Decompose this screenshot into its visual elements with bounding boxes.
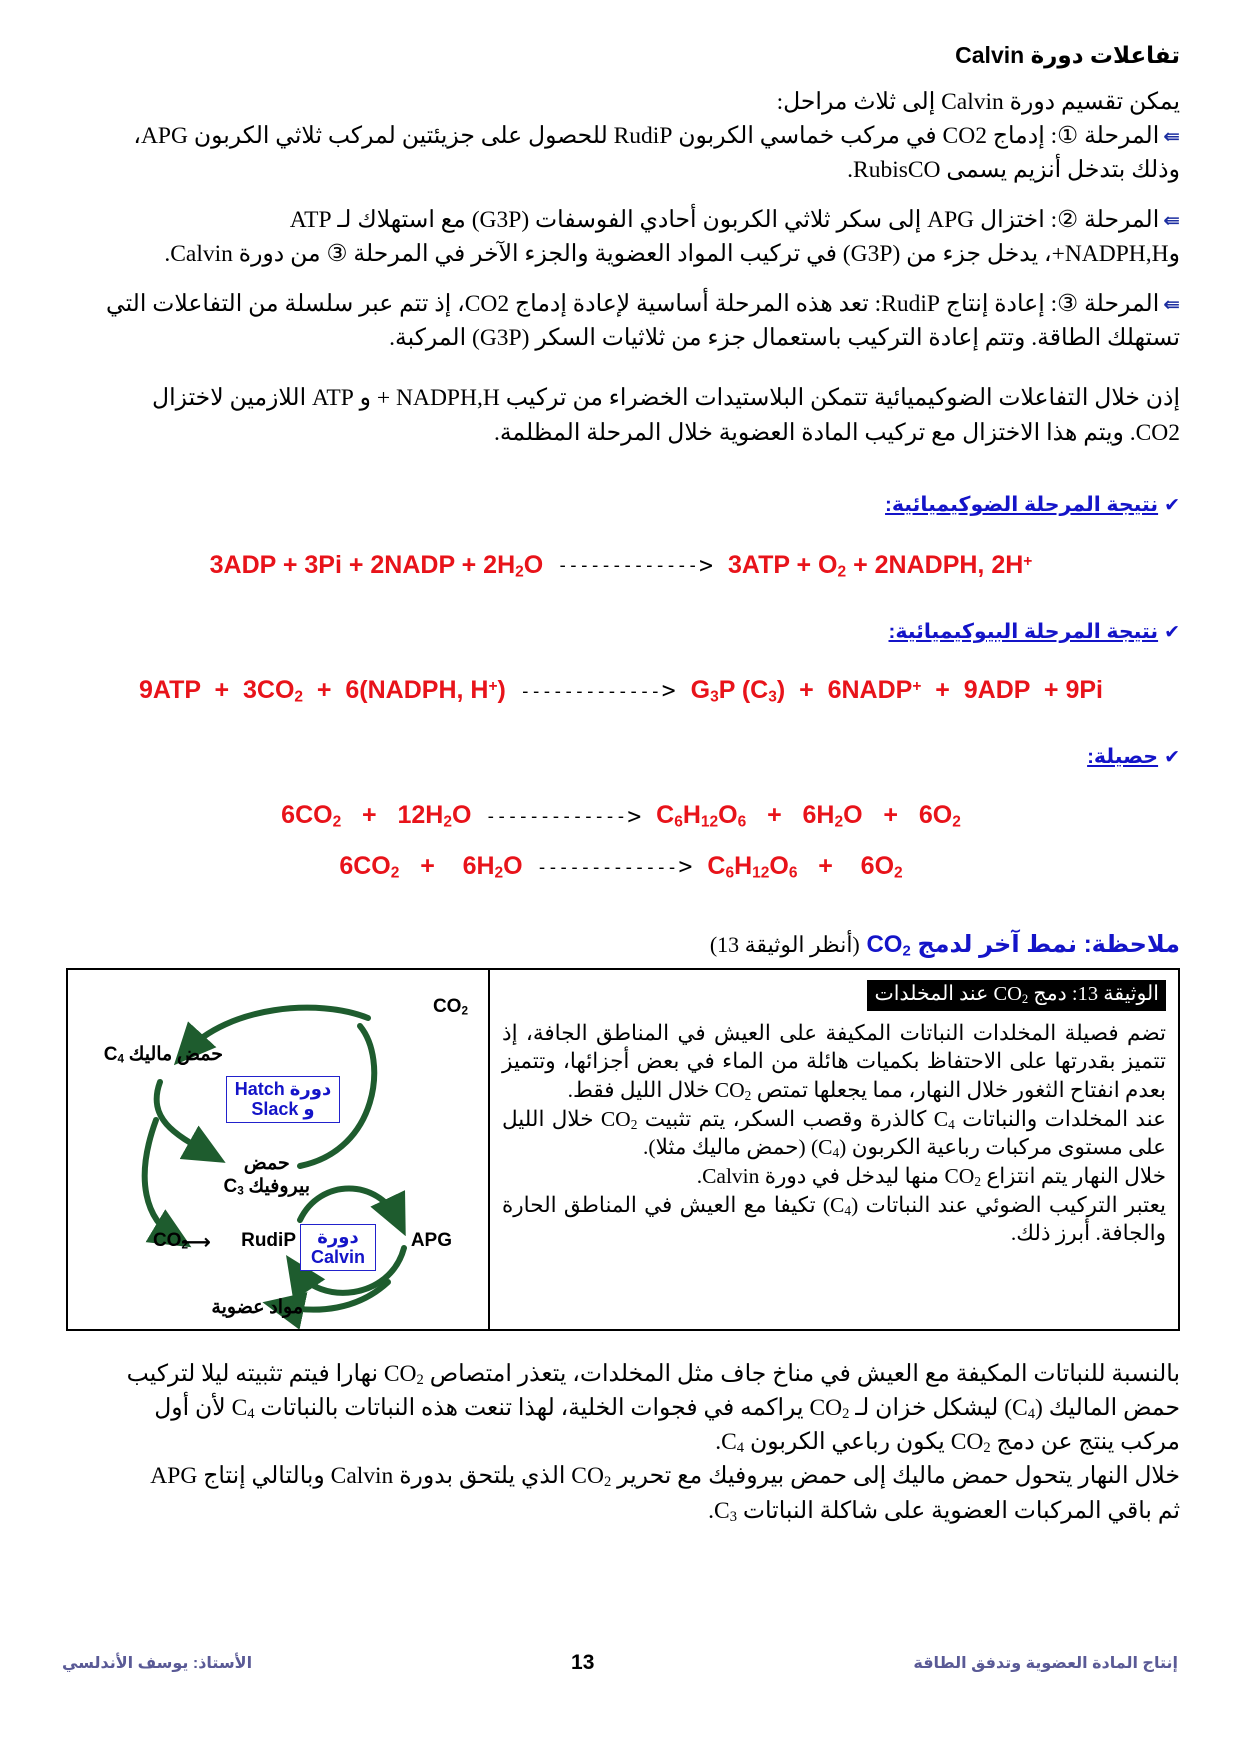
figure-caption: الوثيقة 13: دمج CO2 عند المخلدات <box>867 979 1166 1011</box>
arrow-right-icon: ⟶ <box>180 1230 211 1254</box>
arrow-rudip-to-apg <box>297 1185 406 1236</box>
reaction-arrow-icon: ------------- > <box>485 803 641 830</box>
reaction-arrow-icon: ------------- > <box>536 854 693 881</box>
biochemical-heading: ✔نتيجة المرحلة البيوكيميائية: <box>888 620 1181 644</box>
arrow-bullet-icon: ⇚ <box>1163 292 1180 317</box>
footer-subject: إنتاج المادة العضوية وتدفق الطاقة <box>913 1655 1178 1672</box>
check-icon: ✔ <box>1164 494 1180 516</box>
stage-1-line-2: وذلك بتدخل أنزيم يسمى RubisCO. <box>847 157 1180 184</box>
intro-block: يمكن تقسيم دورة Calvin إلى ثلاث مراحل: ⇚… <box>62 85 1180 187</box>
equation-biochemical: 9ATP + 3CO2 + 6(NADPH, H+) -------------… <box>62 676 1180 706</box>
stage-2-line-2: وNADPH,H+، يدخل جزء من (G3P) في تركيب ال… <box>164 241 1180 268</box>
summary-line-1: إذن خلال التفاعلات الضوكيميائية تتمكن ال… <box>152 385 1180 412</box>
bottom-p1-line-2: حمض الماليك (C4) ليشكل خزان لـ CO2 يراكم… <box>154 1394 1180 1423</box>
page-content: تفاعلات دورة Calvin يمكن تقسيم دورة Calv… <box>62 40 1180 1528</box>
bottom-p2-line-1: خلال النهار يتحول حمض ماليك إلى حمض بيرو… <box>150 1463 1180 1491</box>
figure-paragraph-3: خلال النهار يتم انتزاع CO2 منها ليدخل في… <box>696 1163 1166 1189</box>
equation-rhs: C6H12O6 + 6O2 <box>707 851 903 882</box>
diagram-label-pyruvic-acid: حمض بيروفيك C3 <box>223 1152 310 1198</box>
arrow-malic-to-pyruvic <box>153 1078 226 1163</box>
equation-rhs: C6H12O6 + 6H2O + 6O2 <box>656 801 961 831</box>
equation-lhs: 6CO2 + 12H2O <box>281 801 472 831</box>
stage-2-block: ⇚المرحلة ②: اختزال APG إلى سكر ثلاثي الك… <box>62 203 1180 271</box>
hatch-slack-calvin-diagram <box>141 1004 407 1329</box>
bottom-p1-line-3: مركب ينتج عن دمج CO2 يكون رباعي الكربون … <box>715 1429 1180 1457</box>
photochemical-heading: ✔نتيجة المرحلة الضوكيميائية: <box>885 492 1180 516</box>
figure-diagram-panel: CO2 حمض ماليك C4 دورة Hatch و Slack حمض ب… <box>68 970 488 1329</box>
summary-line-2: CO2. ويتم هذا الاختزال مع تركيب المادة ا… <box>493 419 1180 446</box>
diagram-label-rudip: RudiP <box>241 1229 296 1251</box>
equation-rhs: G3P (C3) + 6NADP+ + 9ADP + 9Pi <box>690 676 1103 706</box>
summary-block: إذن خلال التفاعلات الضوكيميائية تتمكن ال… <box>62 381 1180 449</box>
balance-section: ✔حصيلة: 6CO2 + 12H2O ------------- > C6H1… <box>62 744 1180 882</box>
bottom-text-block: بالنسبة للنباتات المكيفة مع العيش في منا… <box>62 1357 1180 1529</box>
figure-text-panel: الوثيقة 13: دمج CO2 عند المخلدات تضم فصي… <box>488 969 1178 1329</box>
diagram-label-organic-matter: مواد عضوية <box>211 1296 303 1318</box>
arrow-bullet-icon: ⇚ <box>1163 124 1180 149</box>
figure-document-13: الوثيقة 13: دمج CO2 عند المخلدات تضم فصي… <box>66 967 1180 1331</box>
footer-page-number: 13 <box>571 1651 595 1674</box>
equation-rhs: 3ATP + O2 + 2NADPH, 2H+ <box>727 550 1033 581</box>
equation-lhs: 6CO2 + 6H2O <box>339 851 523 882</box>
arrow-hatch-slack-right <box>297 1022 378 1169</box>
check-icon: ✔ <box>1164 622 1180 644</box>
diagram-box-calvin: دورة Calvin <box>300 1223 376 1271</box>
equation-balance-1: 6CO2 + 12H2O ------------- > C6H12O6 + 6H… <box>62 801 1180 831</box>
biochemical-section: ✔نتيجة المرحلة البيوكيميائية: 9ATP + 3CO… <box>62 619 1180 706</box>
figure-paragraph-1: تضم فصيلة المخلدات النباتات المكيفة على … <box>502 1020 1166 1103</box>
diagram-label-co2-bottom: CO2 <box>152 1229 188 1252</box>
figure-paragraph-2: عند المخلدات والنباتات C4 كالذرة وقصب ال… <box>502 1106 1166 1161</box>
intro-line: يمكن تقسيم دورة Calvin إلى ثلاث مراحل: <box>776 89 1180 116</box>
note-reference: (أنظر الوثيقة 13) <box>709 932 860 958</box>
diagram-label-apg: APG <box>410 1229 452 1251</box>
diagram-box-hatch-slack: دورة Hatch و Slack <box>226 1075 340 1123</box>
figure-paragraph-4: يعتبر التركيب الضوئي عند النباتات (C4) ت… <box>502 1192 1166 1246</box>
arrow-apg-to-rudip <box>285 1244 407 1301</box>
bottom-p1-line-1: بالنسبة للنباتات المكيفة مع العيش في منا… <box>126 1360 1180 1388</box>
arrow-pyruvic-to-co2 <box>141 1116 192 1247</box>
stage-3-line-2: تستهلك الطاقة. وتتم إعادة التركيب باستعم… <box>389 325 1180 352</box>
diagram-label-malic-acid: حمض ماليك C4 <box>103 1043 223 1066</box>
stage-1-line-1: ⇚المرحلة ①: إدماج CO2 في مركب خماسي الكر… <box>133 123 1180 150</box>
reaction-arrow-icon: ------------- > <box>519 678 676 705</box>
diagram-label-co2-top: CO2 <box>432 995 468 1018</box>
footer-author: الأستاذ: يوسف الأندلسي <box>62 1655 253 1672</box>
equation-lhs: 9ATP + 3CO2 + 6(NADPH, H+) <box>139 676 506 706</box>
stage-3-line-1: ⇚المرحلة ③: إعادة إنتاج RudiP: تعد هذه ا… <box>106 291 1180 318</box>
arrow-bullet-icon: ⇚ <box>1163 208 1180 233</box>
check-icon: ✔ <box>1164 747 1180 769</box>
page-title: تفاعلات دورة Calvin <box>955 42 1180 68</box>
note-text: نمط آخر لدمج CO2 <box>866 931 1078 960</box>
equation-lhs: 3ADP + 3Pi + 2NADP + 2H2O <box>209 550 544 581</box>
note-label: ملاحظة: <box>1083 931 1180 959</box>
arrow-to-organic-matter <box>262 1278 391 1329</box>
stage-2-line-1: ⇚المرحلة ②: اختزال APG إلى سكر ثلاثي الك… <box>289 207 1180 234</box>
stage-3-block: ⇚المرحلة ③: إعادة إنتاج RudiP: تعد هذه ا… <box>62 287 1180 355</box>
equation-photochemical: 3ADP + 3Pi + 2NADP + 2H2O ------------- >… <box>62 551 1180 581</box>
photochemical-section: ✔نتيجة المرحلة الضوكيميائية: 3ADP + 3Pi … <box>62 492 1180 581</box>
reaction-arrow-icon: ------------- > <box>557 552 713 579</box>
equation-balance-2: 6CO2 + 6H2O ------------- > C6H12O6 + 6O2 <box>62 852 1180 882</box>
arrow-co2-to-malic <box>173 1004 371 1065</box>
note-line: ملاحظة: نمط آخر لدمج CO2 (أنظر الوثيقة 1… <box>62 930 1180 959</box>
balance-heading: ✔حصيلة: <box>1087 745 1180 769</box>
bottom-p2-line-2: ثم باقي المركبات العضوية على شاكلة النبا… <box>708 1497 1180 1525</box>
page-footer: إنتاج المادة العضوية وتدفق الطاقة 13 الأ… <box>62 1648 1178 1678</box>
